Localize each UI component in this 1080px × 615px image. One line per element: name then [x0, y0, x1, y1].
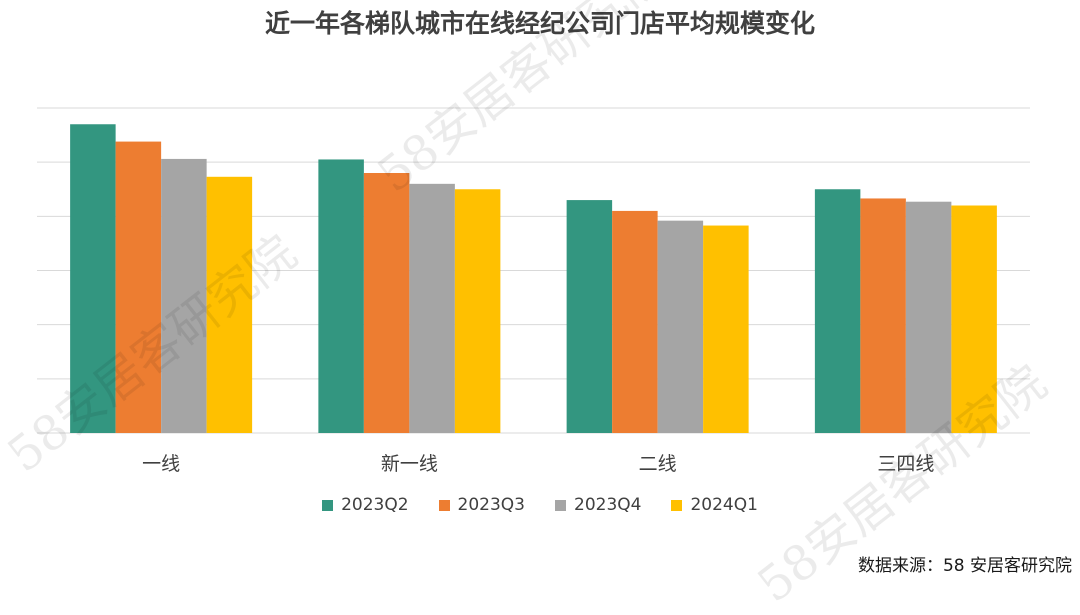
legend-item: 2023Q3 — [438, 495, 525, 515]
legend-swatch — [671, 499, 683, 511]
x-tick-label: 二线 — [639, 453, 677, 475]
legend-item: 2024Q1 — [671, 495, 758, 515]
legend-swatch — [322, 499, 334, 511]
x-tick-label: 一线 — [142, 453, 180, 475]
bar-2024Q1-0 — [206, 176, 253, 433]
bar-chart: 一线 新一线 二线 三四线 — [37, 107, 1030, 475]
x-tick-label: 三四线 — [877, 453, 934, 475]
bar-2023Q2-2 — [566, 200, 613, 433]
legend-swatch — [438, 499, 450, 511]
bar-2024Q1-2 — [703, 225, 749, 433]
legend-label: 2023Q3 — [457, 495, 525, 515]
bar-2023Q4-1 — [409, 183, 455, 433]
legend-label: 2024Q1 — [690, 495, 758, 515]
bar-2023Q2-0 — [70, 124, 116, 433]
bar-2024Q1-1 — [454, 189, 501, 433]
legend: 2023Q2 2023Q3 2023Q4 2024Q1 — [0, 495, 1080, 515]
bar-2023Q2-3 — [814, 189, 861, 433]
legend-item: 2023Q4 — [555, 495, 641, 515]
legend-swatch — [555, 499, 566, 511]
x-tick-label: 新一线 — [381, 453, 438, 475]
legend-item: 2023Q2 — [322, 495, 409, 515]
bar-2023Q3-1 — [363, 173, 410, 433]
bar-2023Q2-1 — [318, 159, 364, 434]
bar-2023Q3-2 — [612, 210, 658, 433]
bar-2023Q4-2 — [657, 220, 704, 433]
source-note: 数据来源：58 安居客研究院 — [857, 556, 1072, 576]
legend-label: 2023Q2 — [341, 495, 409, 515]
legend-label: 2023Q4 — [574, 495, 642, 515]
chart-title: 近一年各梯队城市在线经纪公司门店平均规模变化 — [264, 9, 815, 38]
bar-2023Q4-3 — [905, 201, 952, 433]
bar-2023Q3-0 — [115, 141, 162, 434]
bar-2023Q4-0 — [161, 158, 207, 433]
bar-2023Q3-3 — [860, 198, 906, 433]
bar-2024Q1-3 — [951, 205, 997, 433]
